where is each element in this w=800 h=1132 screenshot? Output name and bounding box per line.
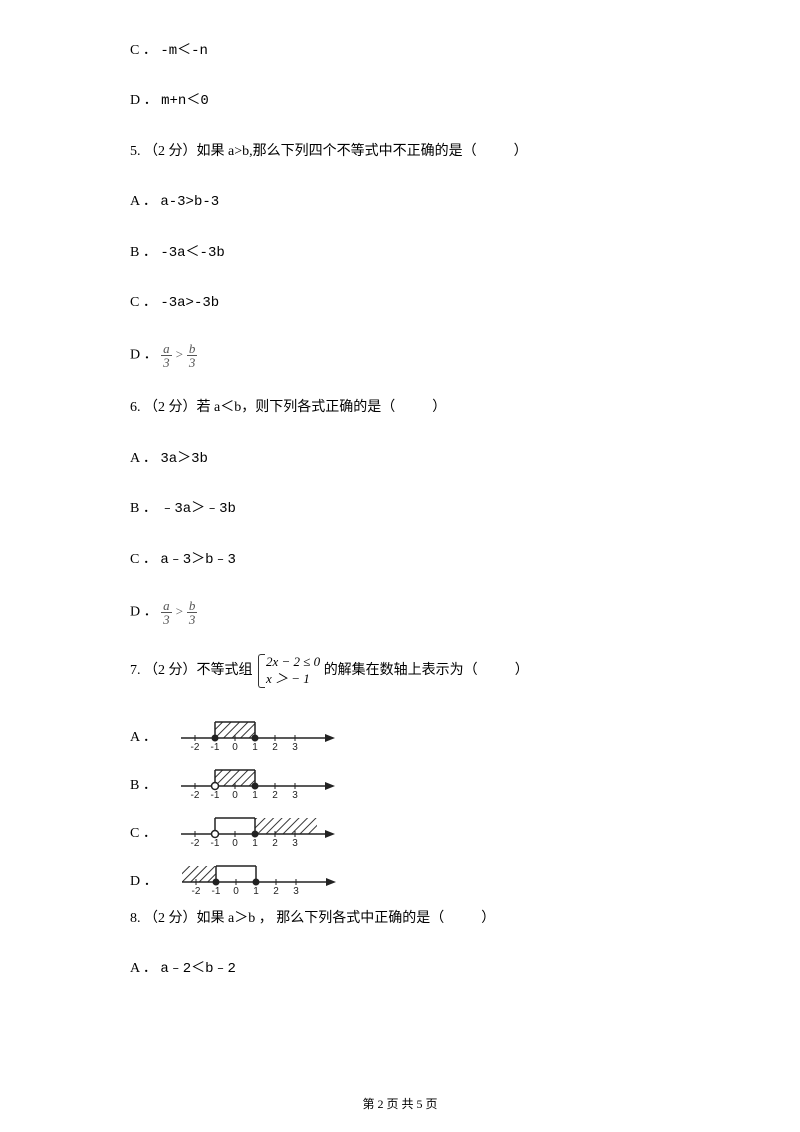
option-letter: A ．	[130, 194, 157, 209]
q6-stem-prefix: 6. （2 分）若 a＜b，则下列各式正确的是（	[130, 400, 395, 415]
q5-option-c: C ． -3a>-3b	[130, 292, 670, 314]
svg-text:2: 2	[273, 886, 279, 894]
svg-text:1: 1	[252, 838, 258, 846]
q5-option-c-text: -3a>-3b	[160, 295, 219, 311]
answer-blank	[399, 400, 429, 415]
q8-stem-prefix: 8. （2 分）如果 a＞b ， 那么下列各式中正确的是（	[130, 911, 444, 926]
q8-stem: 8. （2 分）如果 a＞b ， 那么下列各式中正确的是（ ）	[130, 908, 670, 930]
number-line-b: -2 -1 0 1 2 3	[177, 764, 337, 798]
q6-option-d-fraction: a3 > b3	[161, 599, 197, 626]
q6-option-c-text: a﹣3＞b﹣3	[160, 552, 236, 568]
svg-text:1: 1	[253, 886, 259, 894]
svg-text:1: 1	[252, 790, 258, 798]
option-letter: B ．	[130, 245, 157, 260]
answer-blank	[448, 911, 478, 926]
page-footer: 第 2 页 共 5 页	[0, 1095, 800, 1112]
q5-stem-suffix: ）	[514, 144, 528, 159]
option-letter: D ．	[130, 605, 158, 620]
svg-text:0: 0	[233, 886, 239, 894]
q7-option-b: B ． -2 -1 0 1 2 3	[130, 764, 670, 798]
svg-text:-1: -1	[210, 790, 219, 798]
svg-text:-1: -1	[210, 742, 219, 750]
q6-stem-suffix: ）	[432, 400, 446, 415]
svg-text:-1: -1	[211, 886, 220, 894]
q7-stem: 7. （2 分）不等式组 2x − 2 ≤ 0 x ＞ − 1 的解集在数轴上表…	[130, 654, 670, 688]
q5-option-d-fraction: a3 > b3	[161, 342, 197, 369]
svg-text:2: 2	[272, 742, 278, 750]
q4-option-d: D ． m+n＜0	[130, 90, 670, 112]
svg-text:2: 2	[272, 838, 278, 846]
svg-text:3: 3	[293, 886, 299, 894]
number-line-a: -2 -1 0 1 2 3	[177, 716, 337, 750]
q6-option-d: D ． a3 > b3	[130, 599, 670, 626]
q6-option-b-text: ﹣3a＞﹣3b	[160, 501, 236, 517]
q7-stem-mid: 的解集在数轴上表示为（	[324, 663, 478, 678]
q7-stem-prefix: 7. （2 分）不等式组	[130, 663, 253, 678]
q4-option-d-text: m+n＜0	[161, 93, 209, 109]
q5-option-a-text: a-3>b-3	[160, 194, 219, 210]
svg-text:3: 3	[292, 838, 298, 846]
q5-option-b-text: -3a＜-3b	[160, 245, 224, 261]
q8-option-a-text: a﹣2＜b﹣2	[160, 961, 236, 977]
q5-option-b: B ． -3a＜-3b	[130, 242, 670, 264]
option-letter: C ．	[130, 552, 157, 567]
option-letter: B ．	[130, 774, 157, 798]
option-letter: A ．	[130, 451, 157, 466]
answer-blank	[480, 144, 510, 159]
svg-text:-1: -1	[210, 838, 219, 846]
q5-stem-prefix: 5. （2 分）如果 a>b,那么下列四个不等式中不正确的是（	[130, 144, 477, 159]
q6-option-c: C ． a﹣3＞b﹣3	[130, 549, 670, 571]
q7-option-d: D ． -2 -1 0 1 2 3	[130, 860, 670, 894]
q5-option-d: D ． a3 > b3	[130, 342, 670, 369]
svg-text:-2: -2	[191, 886, 200, 894]
q5-option-a: A ． a-3>b-3	[130, 191, 670, 213]
q6-option-b: B ． ﹣3a＞﹣3b	[130, 498, 670, 520]
option-letter: B ．	[130, 501, 157, 516]
svg-text:-2: -2	[190, 790, 199, 798]
option-letter: C ．	[130, 295, 157, 310]
svg-text:3: 3	[292, 742, 298, 750]
option-letter: D ．	[130, 348, 158, 363]
q7-option-c: C ． -2 -1 0 1 2 3	[130, 812, 670, 846]
answer-blank	[481, 663, 511, 678]
svg-text:0: 0	[232, 838, 238, 846]
q7-option-a: A ． -2 -1 0 1 2 3	[130, 716, 670, 750]
svg-text:1: 1	[252, 742, 258, 750]
svg-text:-2: -2	[190, 742, 199, 750]
option-letter: C ．	[130, 43, 157, 58]
q8-option-a: A ． a﹣2＜b﹣2	[130, 958, 670, 980]
svg-text:2: 2	[272, 790, 278, 798]
q6-option-a-text: 3a＞3b	[160, 451, 208, 467]
option-letter: D ．	[130, 93, 158, 108]
svg-text:3: 3	[292, 790, 298, 798]
number-line-c: -2 -1 0 1 2 3	[177, 812, 337, 846]
option-letter: D ．	[130, 870, 158, 894]
q8-stem-suffix: ）	[481, 911, 495, 926]
svg-text:0: 0	[232, 742, 238, 750]
option-letter: A ．	[130, 726, 157, 750]
option-letter: C ．	[130, 822, 157, 846]
svg-text:0: 0	[232, 790, 238, 798]
number-line-d: -2 -1 0 1 2 3	[178, 860, 338, 894]
inequality-system: 2x − 2 ≤ 0 x ＞ − 1	[256, 654, 320, 688]
q6-option-a: A ． 3a＞3b	[130, 448, 670, 470]
svg-text:-2: -2	[190, 838, 199, 846]
q7-stem-suffix: ）	[515, 663, 529, 678]
option-letter: A ．	[130, 961, 157, 976]
q5-stem: 5. （2 分）如果 a>b,那么下列四个不等式中不正确的是（ ）	[130, 141, 670, 163]
q4-option-c-text: -m＜-n	[160, 43, 208, 59]
q6-stem: 6. （2 分）若 a＜b，则下列各式正确的是（ ）	[130, 397, 670, 419]
q4-option-c: C ． -m＜-n	[130, 40, 670, 62]
